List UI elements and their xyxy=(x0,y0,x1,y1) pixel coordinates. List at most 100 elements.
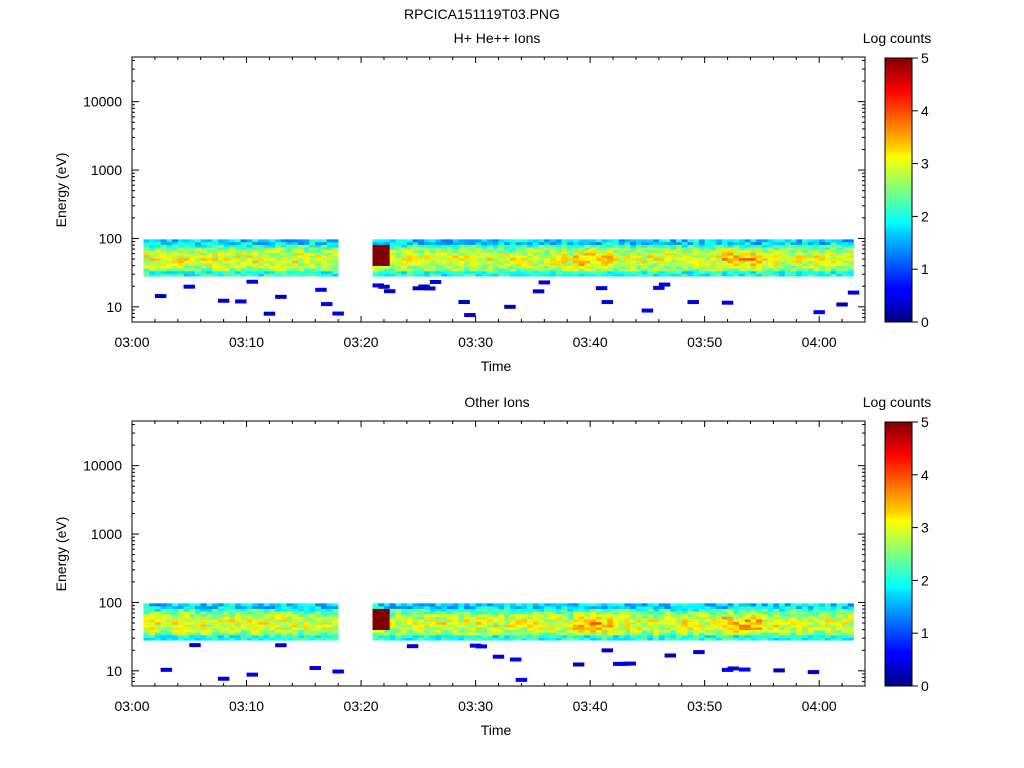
heatmap-cell xyxy=(257,627,265,631)
heatmap-cell xyxy=(750,265,757,269)
heatmap-cell xyxy=(183,624,190,628)
heatmap-cell xyxy=(590,260,597,264)
heatmap-cell xyxy=(395,263,402,267)
heatmap-cell xyxy=(641,627,648,631)
heatmap-cell xyxy=(383,260,390,264)
heatmap-cell xyxy=(784,629,791,633)
heatmap-cell xyxy=(492,632,499,636)
heatmap-cell xyxy=(572,247,579,251)
heatmap-cell xyxy=(383,627,390,631)
heatmap-cell xyxy=(309,634,316,638)
heatmap-cell xyxy=(727,634,734,638)
heatmap-cell xyxy=(584,255,591,259)
heatmap-cell xyxy=(538,605,545,609)
heatmap-cell xyxy=(567,621,574,625)
heatmap-cell xyxy=(269,249,276,253)
heatmap-cell xyxy=(744,616,751,620)
heatmap-cell xyxy=(269,239,276,243)
heatmap-cell xyxy=(383,263,390,267)
heatmap-cell xyxy=(750,270,757,274)
heatmap-cell xyxy=(761,613,768,617)
heatmap-cell xyxy=(487,621,494,625)
heatmap-cell xyxy=(406,603,413,607)
heatmap-cell xyxy=(727,627,734,631)
heatmap-cell xyxy=(584,273,591,277)
heatmap-cell xyxy=(561,616,568,620)
heatmap-cell xyxy=(498,603,505,607)
heatmap-cell xyxy=(676,241,683,245)
heatmap-cell xyxy=(641,260,648,264)
heatmap-cell xyxy=(298,265,305,269)
heatmap-cell xyxy=(481,634,488,638)
heatmap-cell xyxy=(567,239,574,243)
heatmap-cell xyxy=(618,255,625,259)
heatmap-cell xyxy=(750,252,757,256)
heatmap-cell xyxy=(504,634,511,638)
heatmap-cell xyxy=(550,621,557,625)
heatmap-cell xyxy=(733,603,740,607)
heatmap-cell xyxy=(154,637,161,641)
heatmap-cell xyxy=(521,247,528,251)
heatmap-cell xyxy=(286,611,293,615)
heatmap-cell xyxy=(389,270,396,274)
heatmap-cell xyxy=(194,273,202,277)
heatmap-cell xyxy=(240,244,247,248)
heatmap-cell xyxy=(280,239,287,243)
heatmap-cell xyxy=(739,239,746,243)
heatmap-cell xyxy=(464,260,471,264)
heatmap-cell xyxy=(269,244,276,248)
heatmap-cell xyxy=(819,634,826,638)
heatmap-cell xyxy=(830,637,837,641)
heatmap-cell xyxy=(836,263,843,267)
heatmap-cell xyxy=(326,621,333,625)
heatmap-cell xyxy=(487,263,494,267)
heatmap-cell xyxy=(280,244,287,248)
heatmap-cell xyxy=(555,632,562,636)
heatmap-cell xyxy=(401,239,408,243)
heatmap-cell xyxy=(607,273,614,277)
heatmap-cell xyxy=(280,252,287,256)
heatmap-cell xyxy=(177,619,184,623)
heatmap-cell xyxy=(802,247,809,251)
heatmap-cell xyxy=(744,257,751,261)
heatmap-cell xyxy=(733,239,740,243)
heatmap-cell xyxy=(212,239,219,243)
heatmap-cell xyxy=(561,252,568,256)
heatmap-cell xyxy=(372,605,379,609)
heatmap-cell xyxy=(802,637,809,641)
heatmap-cell xyxy=(441,627,448,631)
heatmap-cell xyxy=(561,255,568,259)
heatmap-cell xyxy=(378,608,385,612)
heatmap-cell xyxy=(704,247,711,251)
heatmap-cell xyxy=(532,247,539,251)
heatmap-cell xyxy=(212,637,219,641)
heatmap-cell xyxy=(475,270,482,274)
heatmap-cell xyxy=(807,611,814,615)
heatmap-cell xyxy=(246,257,253,261)
heatmap-cell xyxy=(435,624,442,628)
heatmap-cell xyxy=(240,613,247,617)
heatmap-cell xyxy=(315,629,322,633)
heatmap-cell xyxy=(532,252,539,256)
heatmap-cell xyxy=(618,629,625,633)
heatmap-cell xyxy=(836,621,843,625)
heatmap-cell xyxy=(372,611,379,615)
heatmap-cell xyxy=(206,273,213,277)
heatmap-cell xyxy=(784,241,791,245)
heatmap-cell xyxy=(842,621,849,625)
heatmap-cell xyxy=(721,603,728,607)
heatmap-cell xyxy=(309,257,316,261)
heatmap-cell xyxy=(756,634,763,638)
heatmap-cell xyxy=(446,637,453,641)
heatmap-cell xyxy=(154,621,161,625)
heatmap-cell xyxy=(819,621,826,625)
heatmap-cell xyxy=(383,249,390,253)
heatmap-cell xyxy=(315,241,322,245)
heatmap-cell xyxy=(275,637,282,641)
heatmap-cell xyxy=(378,624,385,628)
heatmap-cell xyxy=(744,268,751,272)
heatmap-cell xyxy=(326,252,333,256)
heatmap-cell xyxy=(739,611,746,615)
heatmap-cell xyxy=(498,608,505,612)
heatmap-cell xyxy=(504,304,516,309)
